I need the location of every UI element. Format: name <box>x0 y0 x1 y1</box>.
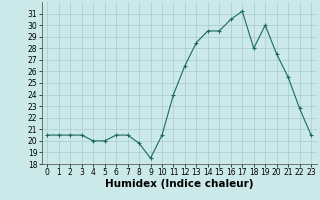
X-axis label: Humidex (Indice chaleur): Humidex (Indice chaleur) <box>105 179 253 189</box>
